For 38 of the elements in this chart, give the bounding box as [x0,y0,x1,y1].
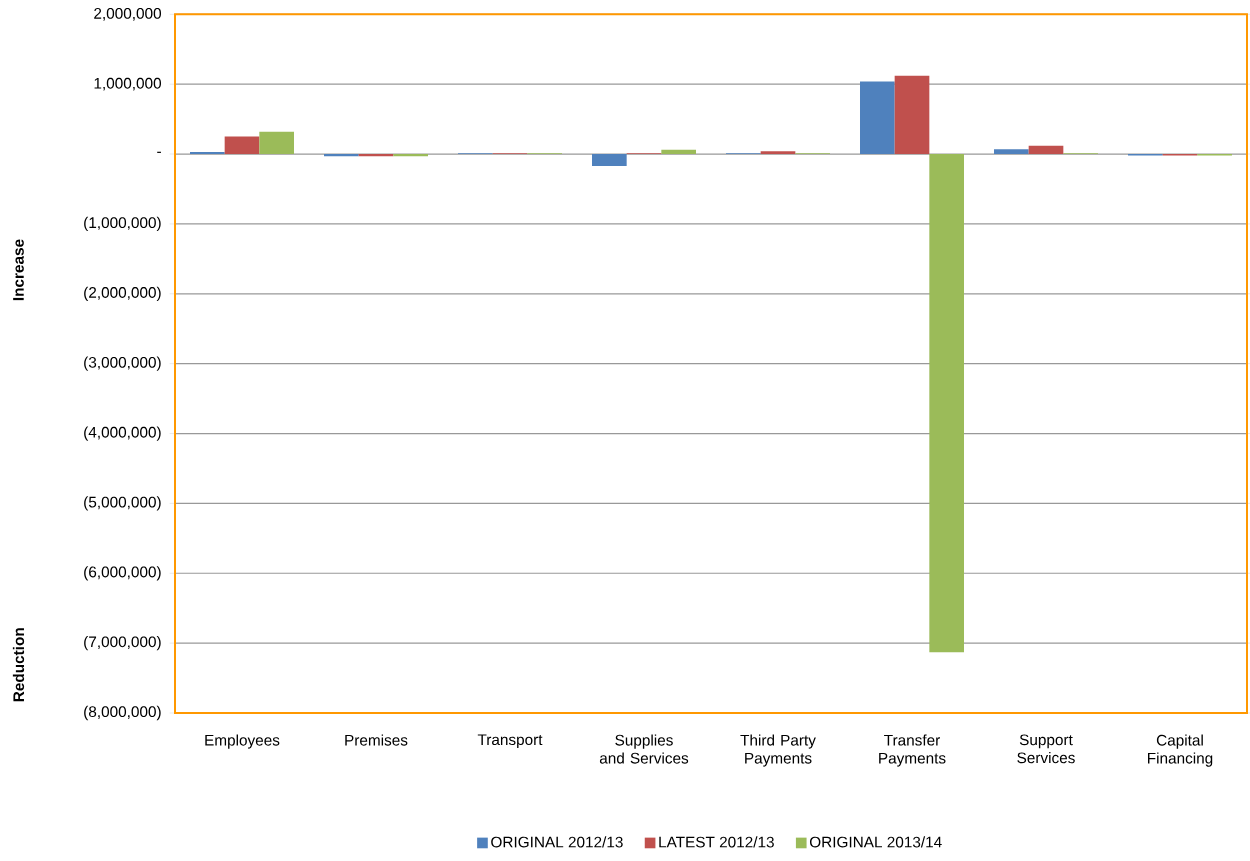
bar [661,149,696,155]
bar [190,151,225,155]
y-tick-label: 1,000,000 [94,77,162,91]
x-tick-label: Premises [345,734,408,746]
legend-label: ORIGINAL 2013/14 [809,836,942,848]
x-tick-label: Capital Financing [1148,734,1213,767]
y-tick-label: (8,000,000) [84,705,161,721]
y-tick-label: (5,000,000) [84,496,161,511]
y-axis-title: Increase [13,239,24,301]
x-tick-label: Support Services [1017,734,1075,764]
bar [929,154,964,653]
x-tick-label: Transfer Payments [879,734,946,767]
x-tick-label: Transport [477,734,543,749]
bar [393,154,428,157]
bar [358,154,394,157]
legend-label: LATEST 2012/13 [659,836,774,848]
x-tick-label: Supplies and Services [599,734,689,764]
legend-label: ORIGINAL 2012/13 [491,836,623,848]
bar [994,149,1029,155]
bar [259,131,294,155]
bar [224,136,260,155]
y-tick-label: (1,000,000) [84,216,161,232]
x-tick-label: Third Party Payments [740,734,816,767]
text: Reduction [12,628,25,702]
y-tick-label: (4,000,000) [84,426,161,441]
y-tick-label: (7,000,000) [84,636,161,651]
bar [860,81,895,155]
bar [760,151,796,155]
y-tick-label: (6,000,000) [84,566,161,581]
y-tick-label: (3,000,000) [84,356,161,371]
y-tick-label: - [157,151,161,153]
bar [324,154,359,157]
y-tick-label: (2,000,000) [84,286,161,301]
bar [894,75,930,155]
y-tick-label: 2,000,000 [94,7,162,21]
bar [592,154,627,166]
bar [1028,145,1064,155]
x-tick-label: Employees [205,734,280,749]
